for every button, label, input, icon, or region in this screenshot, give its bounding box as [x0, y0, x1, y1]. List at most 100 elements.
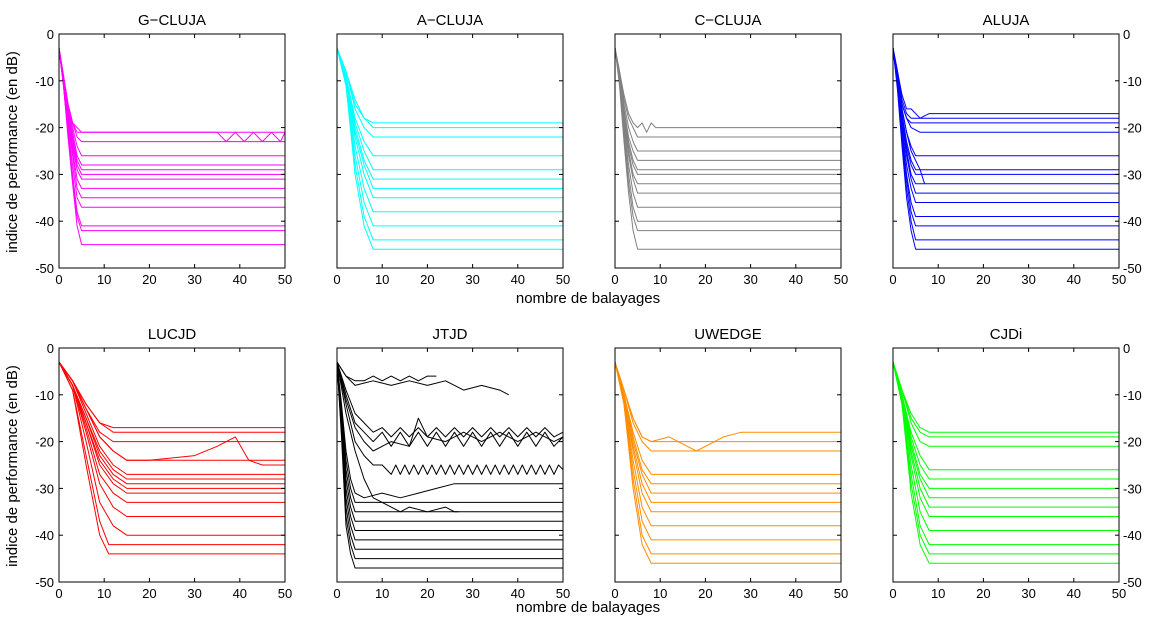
series-line: [893, 361, 1119, 447]
series-line: [615, 47, 841, 133]
series-line: [893, 361, 1119, 433]
y-tick-label: -50: [1123, 575, 1142, 590]
x-tick-label: 10: [653, 586, 667, 601]
plot-frame: [58, 347, 286, 583]
y-tick-label: -10: [1123, 388, 1142, 403]
series-group: [337, 47, 563, 250]
x-tick-label: 20: [698, 586, 712, 601]
series-line: [893, 361, 1119, 438]
series-line: [337, 361, 563, 452]
series-line: [59, 47, 285, 208]
series-line: [893, 47, 1119, 171]
x-tick-label: 30: [1021, 272, 1035, 287]
y-tick-label: -30: [1123, 167, 1142, 182]
series-line: [893, 47, 1119, 194]
series-line: [615, 361, 841, 494]
subplot-2: A−CLUJA 0 10 20 30 40 50: [333, 12, 570, 287]
series-line: [615, 47, 841, 161]
series-group: [893, 361, 1119, 564]
x-tick-label: 0: [333, 586, 340, 601]
x-tick-label: 0: [611, 586, 618, 601]
series-line: [337, 361, 437, 382]
y-tick-label: -40: [35, 528, 54, 543]
series-line: [337, 361, 510, 396]
y-tick-label: -10: [35, 388, 54, 403]
x-tick-label: 50: [278, 586, 292, 601]
plot-frame: [892, 347, 1120, 583]
x-tick-label: 40: [233, 586, 247, 601]
x-tick-label: 30: [743, 272, 757, 287]
x-tick-label: 40: [511, 272, 525, 287]
x-tick-label: 40: [789, 272, 803, 287]
series-line: [893, 47, 1119, 241]
x-tick-label: 0: [55, 272, 62, 287]
series-line: [893, 47, 1119, 119]
series-line: [893, 47, 1119, 157]
x-tick-label: 30: [187, 272, 201, 287]
series-group: [615, 361, 841, 564]
series-line: [59, 47, 285, 199]
subplot-title: ALUJA: [983, 12, 1030, 29]
series-line: [893, 361, 1119, 489]
x-tick-label: 40: [1067, 586, 1081, 601]
y-tick-label: -40: [35, 214, 54, 229]
series-line: [615, 47, 841, 175]
series-line: [337, 47, 563, 129]
series-line: [337, 47, 563, 227]
series-line: [893, 47, 1119, 133]
x-tick-label: 10: [97, 272, 111, 287]
y-tick-label: -20: [35, 121, 54, 136]
x-tick-label: 10: [931, 586, 945, 601]
series-line: [59, 361, 285, 555]
series-line: [59, 47, 285, 232]
series-line: [59, 361, 285, 536]
series-line: [615, 361, 841, 475]
series-line: [893, 361, 1119, 546]
series-line: [59, 361, 285, 466]
series-line: [59, 47, 285, 227]
subplot-title: JTJD: [433, 326, 468, 343]
x-tick-label: 0: [889, 586, 896, 601]
subplot-3: C−CLUJA 0 10 20 30 40 50: [611, 12, 848, 287]
y-tick-label: -10: [1123, 74, 1142, 89]
x-tick-label: 10: [653, 272, 667, 287]
series-line: [337, 361, 563, 447]
series-line: [337, 47, 563, 138]
y-tick-label: -20: [35, 435, 54, 450]
y-tick-label: -20: [1123, 121, 1142, 136]
y-tick-label: -50: [35, 575, 54, 590]
series-line: [615, 47, 841, 194]
x-tick-label: 50: [556, 272, 570, 287]
series-line: [337, 361, 563, 541]
series-line: [59, 361, 285, 546]
series-line: [59, 47, 285, 189]
series-line: [337, 361, 563, 513]
x-tick-label: 50: [278, 272, 292, 287]
x-axis-label-row-1: nombre de balayages: [516, 290, 660, 307]
y-tick-label: -50: [35, 261, 54, 276]
x-tick-label: 20: [420, 586, 434, 601]
x-tick-label: 0: [333, 272, 340, 287]
series-line: [59, 361, 285, 489]
y-tick-label: 0: [47, 27, 54, 42]
x-tick-label: 30: [743, 586, 757, 601]
x-tick-label: 20: [420, 272, 434, 287]
series-line: [59, 47, 285, 180]
series-line: [615, 47, 841, 185]
series-line: [59, 47, 285, 246]
x-tick-label: 40: [233, 272, 247, 287]
subplot-7: UWEDGE 0 10 20 30 40 50: [611, 326, 848, 601]
y-tick-label: -50: [1123, 261, 1142, 276]
y-tick-label: 0: [1123, 341, 1130, 356]
series-line: [615, 361, 841, 527]
x-tick-label: 50: [1112, 272, 1126, 287]
x-tick-label: 0: [889, 272, 896, 287]
series-line: [59, 47, 285, 166]
series-line: [893, 361, 1119, 499]
series-line: [893, 47, 1119, 119]
x-tick-label: 40: [1067, 272, 1081, 287]
series-line: [893, 47, 1119, 124]
series-line: [615, 361, 841, 443]
series-line: [59, 47, 285, 143]
